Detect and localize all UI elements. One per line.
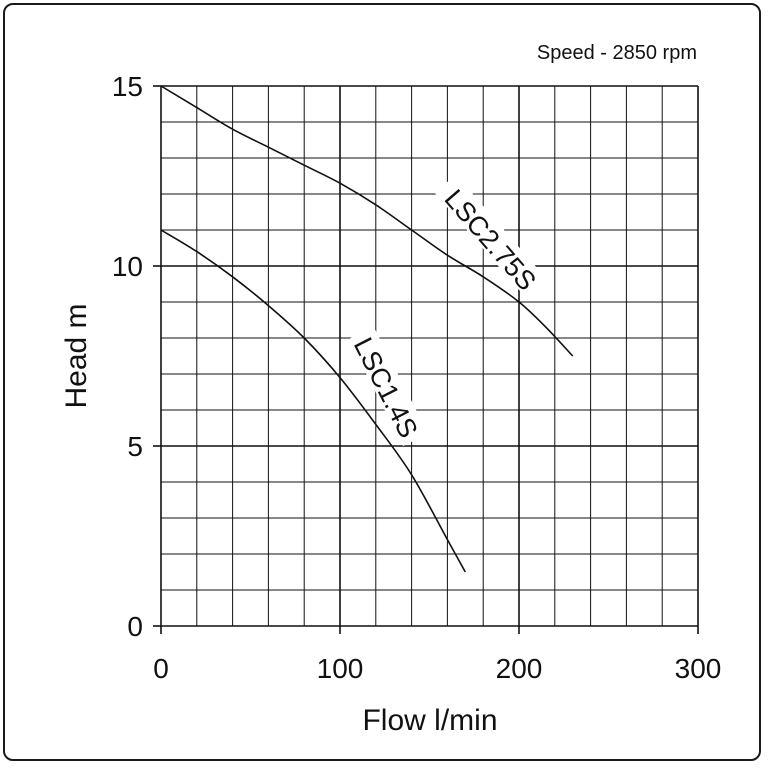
x-tick-label: 200	[496, 653, 543, 684]
y-tick-label: 5	[127, 431, 143, 462]
series-line-lsc2-75s	[160, 85, 574, 357]
x-tick-label: 0	[153, 653, 169, 684]
series-line-lsc1-4s	[160, 229, 467, 573]
x-axis-label: Flow l/min	[362, 704, 497, 737]
curves	[160, 85, 574, 573]
y-axis-label: Head m	[60, 303, 93, 408]
series-label-lsc2-75s: LSC2.75S	[439, 184, 542, 297]
x-tick-label: 300	[675, 653, 722, 684]
series-label-lsc1-4s: LSC1.4S	[348, 333, 424, 443]
x-tick-label: 100	[317, 653, 364, 684]
y-tick-label: 10	[112, 251, 143, 282]
y-tick-label: 15	[112, 71, 143, 102]
y-tick-label: 0	[127, 611, 143, 642]
speed-annotation: Speed - 2850 rpm	[537, 42, 697, 64]
grid	[153, 85, 699, 634]
tick-labels: 0 100 200 300 0 5 10 15	[112, 71, 722, 684]
